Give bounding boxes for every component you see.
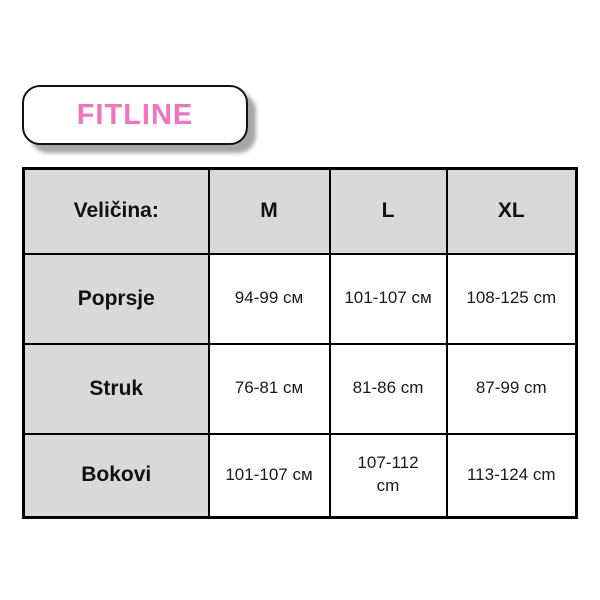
header-cell-xl: XL	[445, 167, 578, 255]
row-label-struk: Struk	[22, 342, 210, 435]
row-label-poprsje: Poprsje	[22, 252, 210, 345]
table-header-row: Veličina: M L XL	[22, 167, 578, 255]
header-cell-m: M	[207, 167, 331, 255]
cell-bokovi-xl: 113-124 cm	[445, 432, 578, 519]
cell-struk-xl: 87-99 cm	[445, 342, 578, 435]
header-cell-l: L	[328, 167, 448, 255]
brand-badge: FITLINE	[22, 85, 248, 145]
cell-poprsje-m: 94-99 см	[207, 252, 331, 345]
table-row-poprsje: Poprsje 94-99 см 101-107 см 108-125 cm	[22, 252, 578, 345]
cell-bokovi-m: 101-107 см	[207, 432, 331, 519]
table-row-bokovi: Bokovi 101-107 см 107-112 cm 113-124 cm	[22, 432, 578, 519]
size-table: Veličina: M L XL Poprsje 94-99 см 101-10…	[22, 167, 578, 519]
cell-struk-l: 81-86 cm	[328, 342, 448, 435]
cell-bokovi-l: 107-112 cm	[328, 432, 448, 519]
row-label-bokovi: Bokovi	[22, 432, 210, 519]
cell-poprsje-xl: 108-125 cm	[445, 252, 578, 345]
cell-poprsje-l: 101-107 см	[328, 252, 448, 345]
brand-name: FITLINE	[76, 98, 194, 131]
table-row-struk: Struk 76-81 см 81-86 cm 87-99 cm	[22, 342, 578, 435]
header-cell-size-label: Veličina:	[22, 167, 210, 255]
cell-struk-m: 76-81 см	[207, 342, 331, 435]
